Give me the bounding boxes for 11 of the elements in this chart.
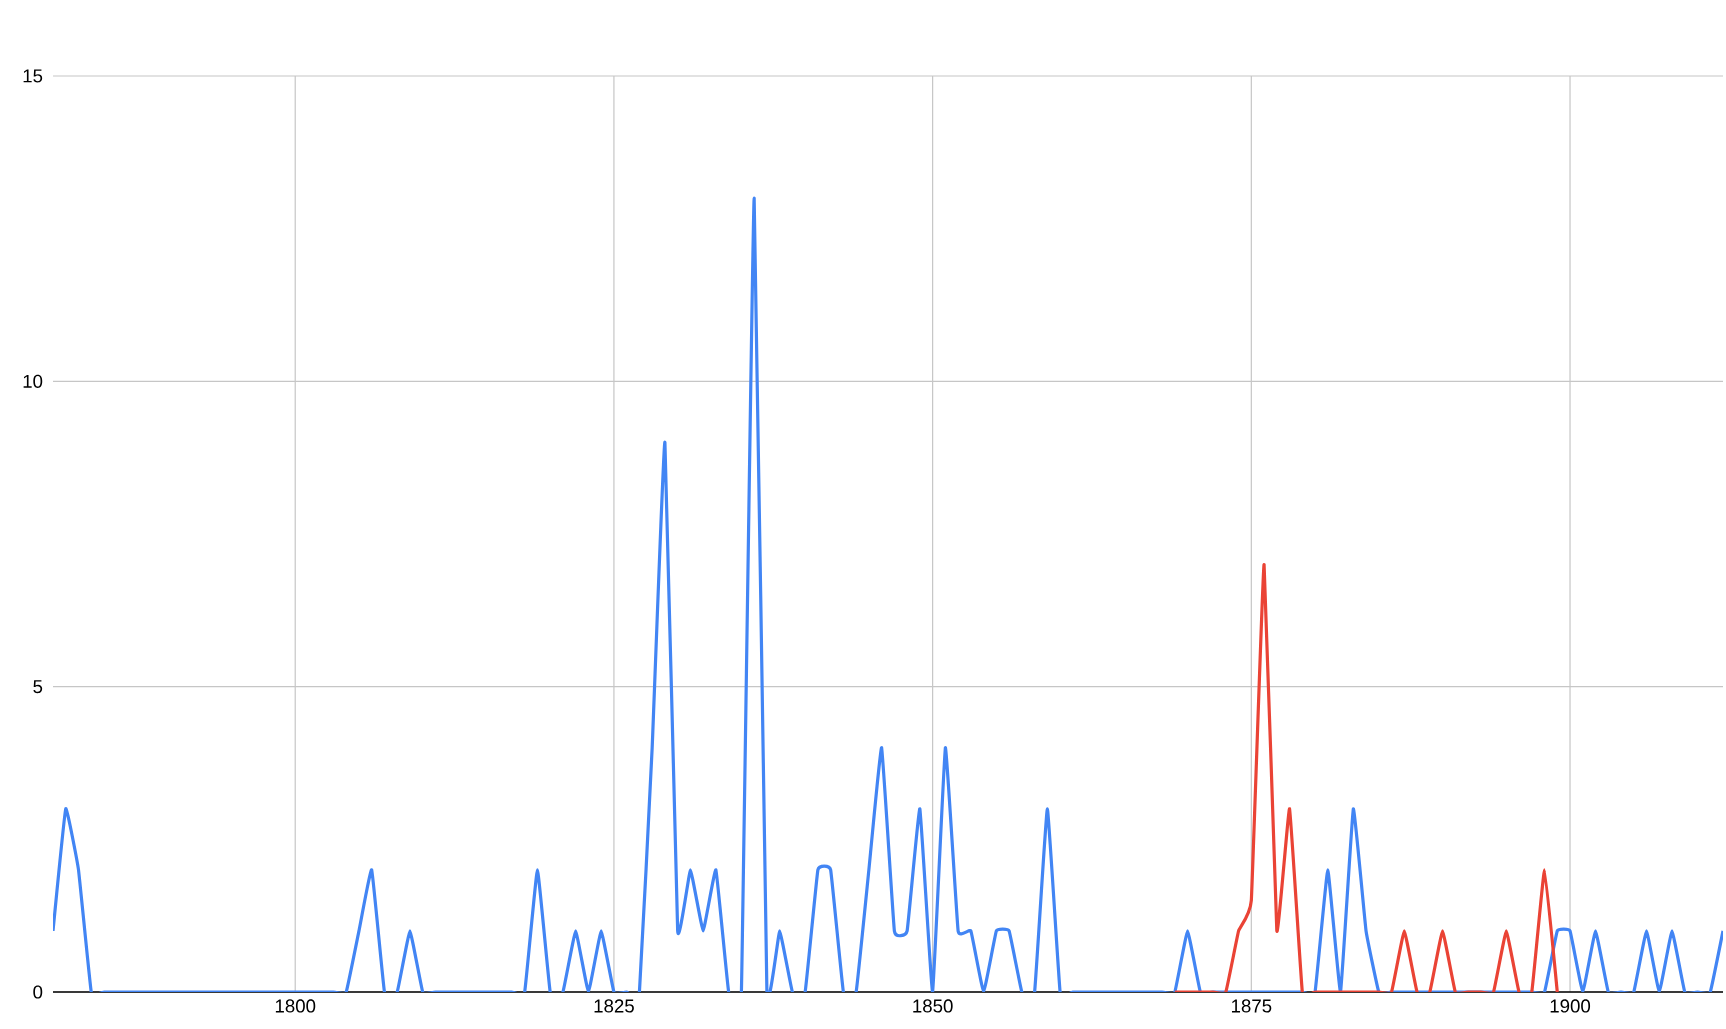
x-tick-label: 1850 bbox=[913, 999, 953, 1013]
y-tick-label: 10 bbox=[23, 374, 43, 388]
x-tick-label: 1800 bbox=[275, 999, 316, 1013]
x-tick-label: 1900 bbox=[1550, 999, 1591, 1013]
line-series bbox=[1173, 562, 1559, 992]
line-series bbox=[53, 196, 1724, 992]
x-tick-label: 1875 bbox=[1231, 999, 1272, 1013]
y-tick-label: 15 bbox=[23, 69, 43, 83]
y-tick-label: 5 bbox=[33, 680, 43, 694]
x-tick-label: 1825 bbox=[594, 999, 634, 1013]
y-tick-label: 0 bbox=[33, 985, 43, 999]
